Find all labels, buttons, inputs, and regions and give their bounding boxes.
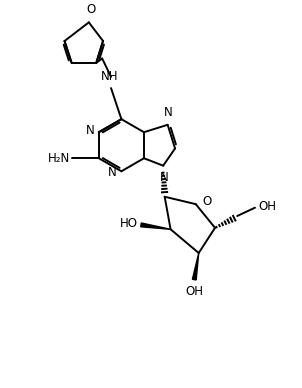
Text: O: O (87, 3, 96, 16)
Polygon shape (192, 253, 199, 280)
Text: HO: HO (120, 217, 137, 230)
Text: O: O (202, 195, 211, 208)
Text: OH: OH (259, 200, 277, 213)
Polygon shape (141, 223, 171, 229)
Text: N: N (160, 171, 169, 184)
Text: OH: OH (185, 285, 203, 298)
Text: N: N (108, 166, 117, 179)
Text: H₂N: H₂N (48, 152, 70, 165)
Text: NH: NH (101, 70, 118, 83)
Text: N: N (164, 106, 173, 120)
Text: N: N (86, 124, 95, 137)
